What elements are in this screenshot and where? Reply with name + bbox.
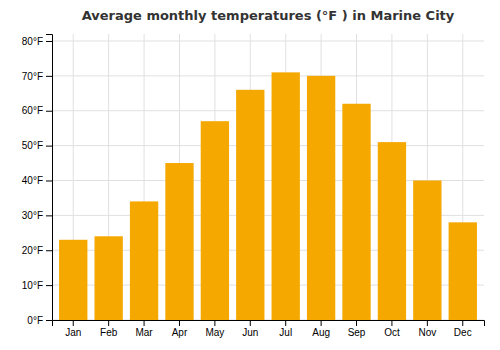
tick: 0°F bbox=[27, 315, 52, 326]
tick-mark bbox=[285, 320, 286, 326]
tick: Jun bbox=[242, 320, 258, 338]
grid-line bbox=[52, 110, 484, 111]
bar bbox=[272, 72, 300, 320]
axis-line bbox=[46, 35, 53, 321]
tick-label: Feb bbox=[100, 327, 118, 338]
tick-label: Mar bbox=[135, 327, 153, 338]
axis-line bbox=[53, 321, 485, 327]
grid bbox=[52, 34, 484, 320]
tick: Jul bbox=[279, 320, 292, 338]
tick-mark bbox=[46, 41, 52, 42]
tick: 50°F bbox=[22, 140, 52, 151]
tick-mark bbox=[321, 320, 322, 326]
tick-label: May bbox=[205, 327, 224, 338]
bar bbox=[94, 236, 122, 320]
tick: Sep bbox=[348, 320, 366, 338]
bar bbox=[342, 104, 370, 320]
tick-label: Dec bbox=[454, 327, 472, 338]
tick-mark bbox=[46, 76, 52, 77]
tick: May bbox=[205, 320, 224, 338]
tick-label: 20°F bbox=[22, 245, 43, 256]
tick: Jan bbox=[65, 320, 81, 338]
tick: Mar bbox=[135, 320, 153, 338]
tick-mark bbox=[356, 320, 357, 326]
tick: Oct bbox=[384, 320, 400, 338]
bar bbox=[165, 163, 193, 320]
bar bbox=[378, 142, 406, 320]
tick: Apr bbox=[172, 320, 188, 338]
tick: Nov bbox=[418, 320, 436, 338]
bars bbox=[59, 72, 477, 320]
tick-label: Apr bbox=[172, 327, 188, 338]
tick-mark bbox=[250, 320, 251, 326]
tick-label: Jan bbox=[65, 327, 81, 338]
tick-label: Jul bbox=[279, 327, 292, 338]
bar bbox=[201, 121, 229, 320]
tick-mark bbox=[214, 320, 215, 326]
y-axis: 0°F 10°F 20°F 30°F 40°F 50°F 60°F 70°F 80°F bbox=[22, 35, 53, 326]
tick-mark bbox=[46, 320, 52, 321]
tick-mark bbox=[46, 250, 52, 251]
tick: 60°F bbox=[22, 105, 52, 116]
tick-label: 40°F bbox=[22, 175, 43, 186]
bar bbox=[59, 240, 87, 320]
tick: 40°F bbox=[22, 175, 52, 186]
tick-mark bbox=[391, 320, 392, 326]
x-axis: Jan Feb Mar Apr May Jun Jul Aug Sep Oct Nov Dec bbox=[53, 320, 485, 338]
bar bbox=[130, 201, 158, 320]
tick: Dec bbox=[454, 320, 472, 338]
tick-mark bbox=[427, 320, 428, 326]
tick-mark bbox=[46, 146, 52, 147]
tick-mark bbox=[46, 111, 52, 112]
bar bbox=[449, 222, 477, 320]
tick-mark bbox=[46, 285, 52, 286]
tick-label: 70°F bbox=[22, 71, 43, 82]
tick-label: Sep bbox=[348, 327, 366, 338]
bar bbox=[413, 180, 441, 320]
tick-label: 0°F bbox=[27, 315, 43, 326]
tick-mark bbox=[179, 320, 180, 326]
chart: 0°F 10°F 20°F 30°F 40°F 50°F 60°F 70°F 80°F Jan Fe… bbox=[0, 0, 500, 350]
tick-mark bbox=[73, 320, 74, 326]
tick-label: 60°F bbox=[22, 105, 43, 116]
tick: 10°F bbox=[22, 280, 52, 291]
tick-label: 50°F bbox=[22, 140, 43, 151]
tick-label: Oct bbox=[384, 327, 400, 338]
tick-label: 10°F bbox=[22, 280, 43, 291]
tick-mark bbox=[108, 320, 109, 326]
grid-line bbox=[52, 40, 484, 41]
tick: 30°F bbox=[22, 210, 52, 221]
bar bbox=[307, 76, 335, 320]
title: Average monthly temperatures (°F ) in Ma… bbox=[82, 8, 455, 23]
grid-line bbox=[52, 75, 484, 76]
tick-mark bbox=[46, 215, 52, 216]
tick: Feb bbox=[100, 320, 118, 338]
grid-line bbox=[52, 145, 484, 146]
tick-mark bbox=[46, 180, 52, 181]
tick: 80°F bbox=[22, 36, 52, 47]
tick-label: Jun bbox=[242, 327, 258, 338]
bar bbox=[236, 90, 264, 320]
tick-label: Aug bbox=[312, 327, 330, 338]
tick-label: 30°F bbox=[22, 210, 43, 221]
tick-mark bbox=[144, 320, 145, 326]
plot: 0°F 10°F 20°F 30°F 40°F 50°F 60°F 70°F 80°F Jan Fe… bbox=[22, 34, 485, 338]
tick-label: Nov bbox=[418, 327, 436, 338]
tick: 20°F bbox=[22, 245, 52, 256]
tick-label: 80°F bbox=[22, 36, 43, 47]
tick: Aug bbox=[312, 320, 330, 338]
tick: 70°F bbox=[22, 71, 52, 82]
tick-mark bbox=[462, 320, 463, 326]
